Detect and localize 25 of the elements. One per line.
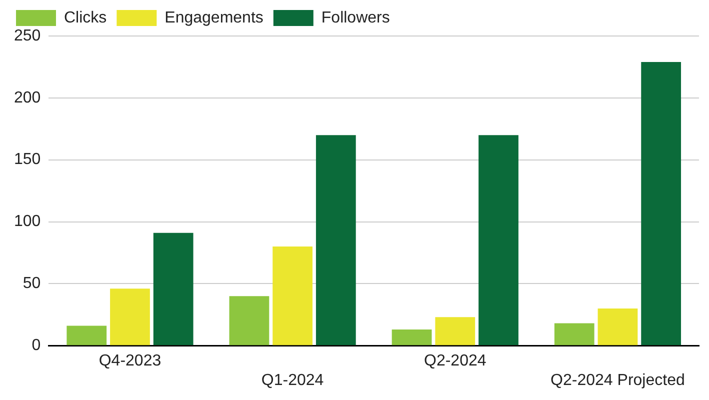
- bar: [110, 288, 150, 346]
- bar: [392, 330, 432, 346]
- x-tick-label: Q1-2024: [261, 372, 324, 389]
- x-tick-label: Q4-2023: [98, 352, 162, 370]
- bar: [478, 135, 518, 346]
- y-tick-label: 50: [22, 275, 41, 292]
- y-tick-label: 200: [14, 89, 41, 106]
- y-tick-label: 100: [14, 213, 41, 230]
- bar: [598, 308, 638, 346]
- bar: [229, 296, 270, 346]
- bar: [272, 246, 312, 346]
- bar: [316, 135, 356, 346]
- bar: [554, 323, 594, 346]
- x-tick-label: Q2-2024: [424, 352, 486, 370]
- bar: [435, 317, 476, 346]
- y-tick-label: 150: [14, 151, 41, 168]
- y-tick-label: 250: [14, 27, 41, 44]
- legend-label: Clicks: [64, 9, 107, 26]
- bar: [153, 232, 194, 346]
- legend-label: Engagements: [164, 9, 264, 26]
- bar: [66, 326, 107, 346]
- bar: [641, 62, 682, 346]
- y-tick-label: 0: [32, 337, 41, 354]
- legend-label: Followers: [321, 9, 390, 26]
- x-tick-label: Q2-2024 Projected: [550, 372, 685, 389]
